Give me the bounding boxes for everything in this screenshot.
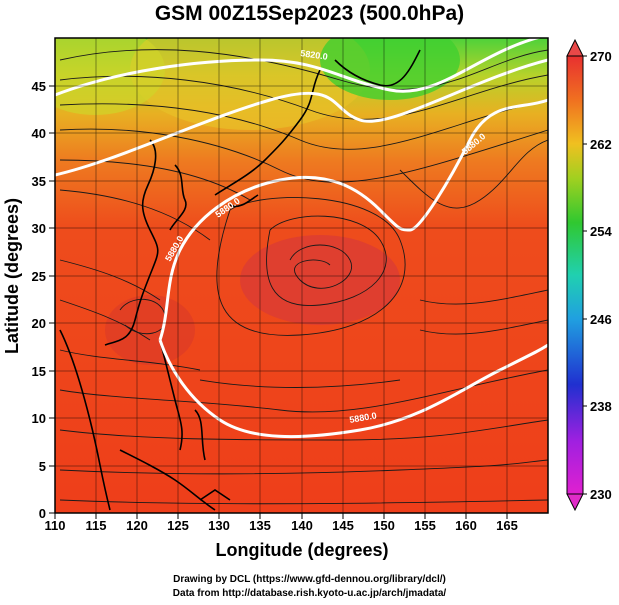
colorbar-tick-label: 270 (590, 49, 612, 64)
coastlines (59, 49, 421, 511)
colorbar-tick-label: 254 (590, 224, 612, 239)
lon-tick-label: 140 (291, 518, 313, 533)
lon-tick-label: 120 (126, 518, 148, 533)
x-axis-title: Longitude (degrees) (215, 540, 388, 560)
credit-drawing: Drawing by DCL (https://www.gfd-dennou.o… (173, 574, 446, 585)
colorbar-tick-label: 230 (590, 487, 612, 502)
lon-tick-label: 160 (455, 518, 477, 533)
height-contours (55, 38, 548, 439)
lon-tick-label: 130 (208, 518, 230, 533)
lon-tick-label: 155 (414, 518, 436, 533)
colorbar-tick-label: 238 (590, 399, 612, 414)
lat-tick-label: 20 (32, 316, 46, 331)
temperature-field (55, 38, 548, 513)
lat-tick-label: 0 (39, 506, 46, 521)
lat-tick-label: 40 (32, 126, 46, 141)
lon-tick-label: 145 (332, 518, 354, 533)
lat-tick-label: 15 (32, 364, 46, 379)
lon-tick-label: 165 (496, 518, 518, 533)
colorbar-tick-label: 262 (590, 137, 612, 152)
lat-tick-label: 25 (32, 269, 46, 284)
credit-data: Data from http://database.rish.kyoto-u.a… (172, 588, 447, 599)
lon-tick-label: 135 (249, 518, 271, 533)
lat-tick-label: 10 (32, 411, 46, 426)
colorbar-max-arrow (566, 38, 584, 57)
map-title: GSM 00Z15Sep2023 (500.0hPa) (154, 2, 465, 25)
lat-tick-label: 5 (39, 459, 46, 474)
lat-tick-label: 35 (32, 174, 46, 189)
lon-tick-label: 115 (86, 518, 107, 533)
graticule (55, 38, 548, 513)
contour-label: 5820.0 (300, 48, 329, 62)
y-axis-title: Latitude (degrees) (2, 198, 22, 354)
lat-tick-label: 45 (32, 79, 46, 94)
lon-tick-label: 110 (45, 518, 66, 533)
colorbar: 270 262 254 246 238 230 (566, 38, 612, 512)
lat-tick-label: 30 (32, 221, 46, 236)
contour-label: 5880.0 (349, 410, 378, 425)
lon-tick-label: 125 (167, 518, 189, 533)
colorbar-min-arrow (566, 493, 584, 512)
lon-tick-label: 150 (373, 518, 395, 533)
colorbar-tick-label: 246 (590, 312, 612, 327)
